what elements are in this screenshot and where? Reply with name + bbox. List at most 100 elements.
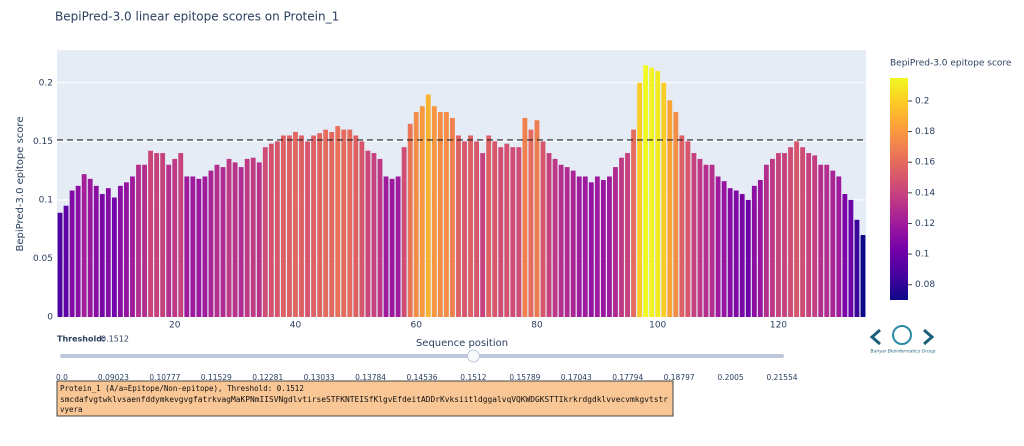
bar bbox=[619, 157, 624, 317]
bar bbox=[691, 153, 697, 317]
bar bbox=[154, 153, 160, 317]
bar bbox=[854, 219, 860, 317]
bar bbox=[184, 176, 190, 317]
slider-knob[interactable] bbox=[466, 349, 480, 363]
bar bbox=[353, 135, 359, 317]
bar bbox=[818, 164, 824, 317]
slider-step-label: 0.13784 bbox=[355, 373, 386, 382]
bar bbox=[812, 155, 818, 317]
slider-step-label: 0.18797 bbox=[664, 373, 695, 382]
bar bbox=[256, 162, 262, 317]
bar bbox=[860, 235, 866, 317]
bar bbox=[407, 123, 413, 318]
bar bbox=[751, 185, 757, 317]
x-tick-label: 80 bbox=[531, 321, 543, 331]
bar bbox=[172, 158, 178, 317]
bar bbox=[178, 153, 184, 317]
sequence-line: smcdafvgtwklvsaenfddymkevgvgfatrkvagMaKP… bbox=[60, 395, 669, 404]
bar bbox=[262, 147, 268, 317]
bar bbox=[142, 164, 147, 317]
slider-step-label: 0.2005 bbox=[717, 373, 743, 382]
x-tick-label: 40 bbox=[290, 321, 302, 331]
colorbar-title: BepiPred-3.0 epitope score bbox=[890, 59, 1012, 69]
chart-title: BepiPred-3.0 linear epitope scores on Pr… bbox=[55, 10, 339, 24]
bar bbox=[588, 182, 594, 317]
bar bbox=[558, 164, 564, 317]
x-tick-label: 20 bbox=[169, 321, 181, 331]
bar bbox=[830, 170, 836, 317]
bar bbox=[570, 170, 576, 317]
bar bbox=[202, 176, 208, 317]
bar bbox=[166, 164, 172, 317]
logo-circle bbox=[892, 325, 912, 345]
bar bbox=[287, 135, 292, 317]
bar bbox=[299, 135, 304, 317]
bar bbox=[383, 176, 389, 317]
bar bbox=[136, 164, 141, 317]
y-tick-label: 0.15 bbox=[33, 137, 53, 147]
bar bbox=[431, 106, 437, 317]
bar bbox=[631, 129, 636, 317]
bar bbox=[456, 135, 461, 317]
colorbar-tick-label: 0.08 bbox=[915, 280, 935, 290]
bar bbox=[594, 176, 600, 317]
bar bbox=[323, 129, 329, 317]
bar bbox=[401, 147, 407, 317]
bar bbox=[806, 153, 812, 317]
slider-step-label: 0.17043 bbox=[561, 373, 592, 382]
bar bbox=[305, 141, 310, 317]
bar bbox=[709, 164, 715, 317]
bar bbox=[486, 135, 492, 317]
bar bbox=[317, 133, 323, 317]
slider-step-label: 0.21554 bbox=[766, 373, 797, 382]
bar bbox=[625, 153, 630, 317]
bar bbox=[721, 181, 727, 317]
slider-step-label: 0.17794 bbox=[612, 373, 643, 382]
bar bbox=[510, 147, 516, 317]
bar bbox=[745, 199, 751, 317]
bar bbox=[250, 157, 256, 317]
bar bbox=[280, 135, 286, 317]
slider-step-label: 0.11529 bbox=[201, 373, 232, 382]
bar bbox=[480, 153, 486, 317]
bar bbox=[196, 178, 202, 317]
bar bbox=[782, 153, 787, 317]
bar bbox=[757, 179, 763, 317]
y-tick-label: 0.2 bbox=[39, 78, 53, 88]
bar bbox=[293, 131, 298, 317]
logo-text: Banyar Bioinformatics Group bbox=[871, 349, 936, 355]
bar bbox=[359, 141, 365, 317]
bar bbox=[763, 164, 769, 317]
bar bbox=[395, 176, 401, 317]
sequence-header: Protein_1 (A/a=Epitope/Non-epitope), Thr… bbox=[60, 384, 304, 393]
threshold-label: Threshold: bbox=[57, 335, 105, 344]
bar bbox=[69, 190, 75, 317]
slider-step-label: 0.12281 bbox=[252, 373, 283, 382]
bar bbox=[606, 176, 612, 317]
bar bbox=[111, 197, 117, 317]
bar bbox=[733, 190, 739, 317]
bar bbox=[800, 147, 806, 317]
y-axis-label: BepiPred-3.0 epitope score bbox=[15, 117, 26, 252]
slider-step-label: 0.1512 bbox=[460, 373, 486, 382]
bar bbox=[335, 126, 341, 317]
bar bbox=[576, 176, 582, 317]
bar bbox=[600, 179, 606, 317]
bar bbox=[244, 158, 250, 317]
bar bbox=[703, 164, 709, 317]
bar bbox=[105, 188, 111, 317]
bar bbox=[836, 176, 842, 317]
colorbar bbox=[890, 78, 908, 300]
bar bbox=[540, 141, 546, 317]
logo-brackets bbox=[869, 328, 935, 346]
bar bbox=[492, 141, 498, 317]
bar bbox=[268, 143, 274, 317]
slider-step-label: 0.13033 bbox=[304, 373, 335, 382]
bar bbox=[208, 170, 214, 317]
bar bbox=[661, 82, 667, 317]
threshold-value: 0.1512 bbox=[101, 335, 129, 344]
bar bbox=[474, 141, 480, 317]
bar bbox=[238, 167, 244, 317]
bar bbox=[232, 162, 238, 317]
bar bbox=[57, 212, 63, 317]
